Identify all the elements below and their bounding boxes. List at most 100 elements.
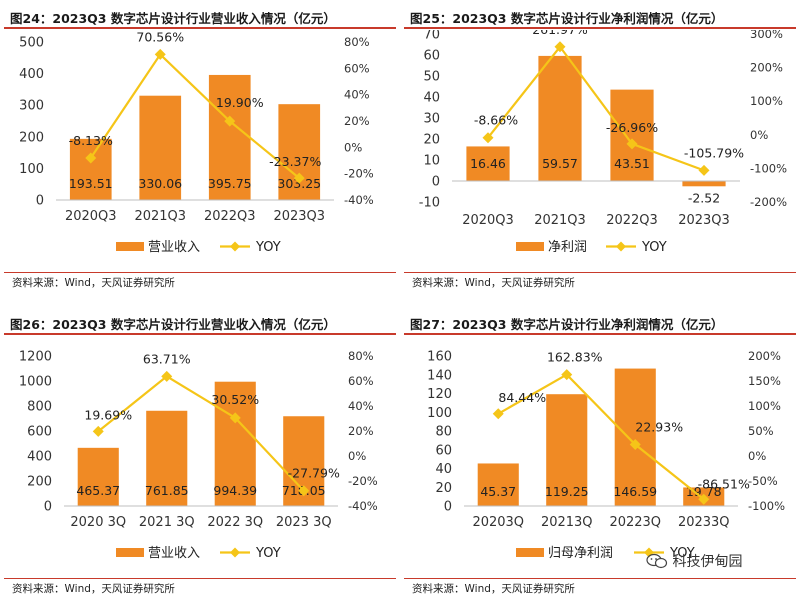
bar-data-label: 395.75 xyxy=(208,176,252,191)
legend-line-label: YOY xyxy=(255,240,281,255)
bar-data-label: -2.52 xyxy=(688,190,720,205)
yoy-data-label: -26.96% xyxy=(606,120,658,135)
bar-data-label: 119.25 xyxy=(545,484,589,499)
x-tick-label: 20213Q xyxy=(541,515,593,530)
yoy-data-label: 63.71% xyxy=(143,351,191,366)
bar-data-label: 761.85 xyxy=(145,483,189,498)
chart-26: 0 200 400 600 800 1000 1200 -40% -20% 0% 20% 40% 60%… xyxy=(19,349,378,561)
y-left-tick-label: 20 xyxy=(423,133,440,148)
chart-title: 图27：2023Q3 数字芯片设计行业净利润情况（亿元） xyxy=(410,317,724,332)
title-rule xyxy=(404,27,796,29)
legend-bar-swatch xyxy=(116,548,144,557)
source-note: 资料来源：Wind，天风证券研究所 xyxy=(412,583,575,595)
yoy-point xyxy=(298,485,310,497)
bar-data-label: 330.06 xyxy=(138,176,182,191)
y-left-tick-label: 40 xyxy=(435,462,452,477)
legend-line-label: YOY xyxy=(255,546,281,561)
legend-line-label: YOY xyxy=(641,240,667,255)
x-tick-label: 2022Q3 xyxy=(204,209,256,224)
x-tick-label: 2021 3Q xyxy=(139,515,195,530)
y-left-tick-label: 400 xyxy=(19,67,44,82)
bar xyxy=(139,95,182,200)
yoy-data-label: -8.13% xyxy=(69,133,113,148)
bar-data-label: 193.51 xyxy=(69,176,113,191)
chart-panel-24: 图24：2023Q3 数字芯片设计行业营业收入情况（亿元） 0 100 200 300… xyxy=(4,2,396,292)
y-right-tick-label: 40% xyxy=(348,399,374,413)
y-right-tick-label: 0% xyxy=(750,128,768,142)
yoy-data-label: -23.37% xyxy=(269,154,321,169)
y-right-tick-label: 60% xyxy=(344,61,370,75)
y-right-tick-label: -200% xyxy=(750,195,787,209)
bar xyxy=(69,138,112,200)
y-left-tick-label: 140 xyxy=(427,368,452,383)
yoy-line xyxy=(97,375,305,492)
bar-data-label: 45.37 xyxy=(480,484,516,499)
yoy-point xyxy=(224,115,236,127)
yoy-data-label: -8.66% xyxy=(474,113,518,128)
yoy-point xyxy=(561,369,573,381)
title-rule xyxy=(4,333,396,335)
yoy-data-label: 19.90% xyxy=(216,95,264,110)
x-tick-label: 2023 3Q xyxy=(276,515,332,530)
chart-24: 0 100 200 300 400 500 -40% -20% 0% 20% 40% 60% 80% 19… xyxy=(19,30,374,255)
yoy-line xyxy=(89,52,300,179)
y-left-tick-label: 60 xyxy=(435,443,452,458)
bar-data-label: 16.46 xyxy=(470,156,506,171)
x-tick-label: 2022 3Q xyxy=(207,515,263,530)
y-left-tick-label: 80 xyxy=(435,425,452,440)
y-left-tick-label: 60 xyxy=(423,49,440,64)
y-left-tick-label: 30 xyxy=(423,112,440,127)
chart-title: 图25：2023Q3 数字芯片设计行业净利润情况（亿元） xyxy=(410,11,724,26)
bar xyxy=(610,89,654,181)
chart-title: 图24：2023Q3 数字芯片设计行业营业收入情况（亿元） xyxy=(10,11,336,26)
y-left-tick-label: 20 xyxy=(435,481,452,496)
y-left-tick-label: 1200 xyxy=(19,350,52,365)
legend-bar-label: 归母净利润 xyxy=(548,546,613,561)
yoy-data-label: -86.51% xyxy=(698,476,750,491)
chart-title: 图26：2023Q3 数字芯片设计行业营业收入情况（亿元） xyxy=(10,317,336,332)
y-right-tick-label: 200% xyxy=(748,349,781,363)
x-tick-label: 2022Q3 xyxy=(606,213,658,228)
x-tick-label: 2020 3Q xyxy=(70,515,126,530)
y-left-tick-label: 40 xyxy=(423,91,440,106)
bar-data-label: 465.37 xyxy=(76,483,120,498)
bar-data-label: 43.51 xyxy=(614,156,650,171)
y-left-tick-label: -10 xyxy=(419,196,440,211)
yoy-point xyxy=(92,425,104,437)
bar xyxy=(208,74,251,200)
y-left-tick-label: 300 xyxy=(19,99,44,114)
bar xyxy=(614,368,656,506)
yoy-point xyxy=(85,152,97,164)
bar-data-label: 146.59 xyxy=(613,484,657,499)
bar xyxy=(214,381,256,506)
x-tick-label: 20233Q xyxy=(678,515,730,530)
legend-bar-label: 营业收入 xyxy=(148,546,200,561)
yoy-data-label: -27.79% xyxy=(288,466,340,481)
x-tick-label: 2020Q3 xyxy=(462,213,514,228)
x-tick-label: 20223Q xyxy=(609,515,661,530)
yoy-point xyxy=(161,370,173,382)
y-right-tick-label: 200% xyxy=(750,61,783,75)
wechat-icon xyxy=(646,553,668,569)
y-left-tick-label: 0 xyxy=(432,175,440,190)
x-tick-label: 2023Q3 xyxy=(678,213,730,228)
y-right-tick-label: -20% xyxy=(348,474,378,488)
y-left-tick-label: 400 xyxy=(27,450,52,465)
y-left-tick-label: 10 xyxy=(423,154,440,169)
yoy-data-label: 162.83% xyxy=(547,350,603,365)
x-tick-label: 2021Q3 xyxy=(534,213,586,228)
title-rule xyxy=(404,333,796,335)
yoy-point xyxy=(293,172,305,184)
x-tick-label: 2023Q3 xyxy=(273,209,325,224)
bar xyxy=(466,146,510,181)
y-right-tick-label: 50% xyxy=(748,424,774,438)
source-note: 资料来源：Wind，天风证券研究所 xyxy=(412,277,575,289)
y-right-tick-label: 0% xyxy=(344,140,362,154)
yoy-point xyxy=(698,493,710,505)
bar-data-label: 59.57 xyxy=(542,156,578,171)
legend-bar-label: 净利润 xyxy=(548,240,587,255)
bar xyxy=(278,104,321,200)
yoy-data-label: 261.97% xyxy=(532,30,588,37)
y-right-tick-label: 150% xyxy=(748,374,781,388)
legend-bar-swatch xyxy=(116,242,144,251)
